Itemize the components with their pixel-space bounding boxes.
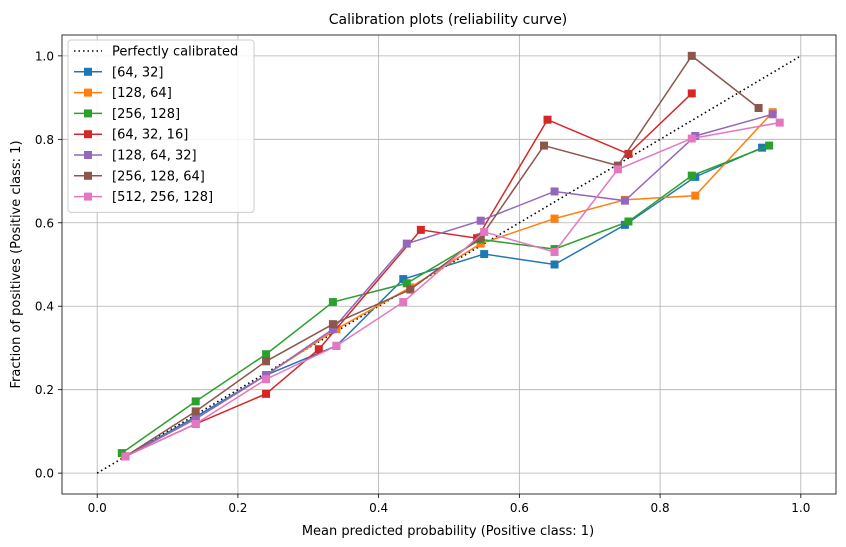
- series-point: [691, 191, 700, 200]
- series-point: [768, 110, 777, 119]
- series-point: [121, 452, 130, 461]
- reference-layer: [96, 55, 802, 474]
- legend-entry: [64, 32]: [74, 65, 164, 80]
- series-point: [550, 260, 559, 269]
- series-point: [550, 187, 559, 196]
- series-point: [550, 247, 559, 256]
- series-point: [402, 279, 411, 288]
- series-point: [262, 375, 271, 384]
- series-point: [687, 89, 696, 98]
- series-point: [191, 397, 200, 406]
- y-tick-label: 0.8: [35, 133, 54, 147]
- legend-label: [512, 256, 128]: [112, 190, 213, 205]
- series-point: [262, 371, 271, 380]
- legend-box: [67, 39, 255, 213]
- series-point: [687, 134, 696, 143]
- series-point: [620, 196, 629, 205]
- series-point: [543, 115, 552, 124]
- legend-marker: [84, 192, 92, 201]
- x-axis-ticks: 0.0 0.2 0.4 0.6 0.8 1.0: [88, 494, 810, 515]
- legend-entry: [512, 256, 128]: [74, 190, 213, 205]
- perfectly-calibrated-line: [96, 55, 802, 474]
- legend-label: [256, 128]: [112, 107, 180, 122]
- legend-label: [128, 64]: [112, 86, 172, 101]
- series-line: [121, 144, 770, 454]
- legend-marker: [84, 151, 92, 159]
- series-point: [476, 239, 485, 248]
- y-tick-label: 0.6: [35, 216, 54, 230]
- legend-entry: [256, 128]: [74, 107, 180, 122]
- chart-title: Calibration plots (reliability curve): [329, 12, 568, 28]
- y-tick-label: 0.2: [35, 383, 54, 397]
- x-tick-label: 0.4: [369, 501, 388, 515]
- series-point: [624, 149, 633, 158]
- series-point: [624, 217, 633, 226]
- legend-entry: [64, 32, 16]: [74, 128, 188, 143]
- legend-marker: [84, 109, 92, 118]
- series-point: [191, 414, 200, 423]
- series-layer: [117, 51, 784, 461]
- series-point: [480, 227, 489, 236]
- x-tick-label: 1.0: [791, 501, 810, 515]
- series-point: [754, 104, 763, 113]
- series-point: [550, 214, 559, 223]
- series-point: [191, 407, 200, 416]
- legend-entry: Perfectly calibrated: [74, 45, 238, 60]
- x-tick-label: 0.6: [510, 501, 529, 515]
- legend-entry: [128, 64, 32]: [74, 149, 197, 164]
- grid: [62, 35, 836, 494]
- series-point: [402, 239, 411, 248]
- series-point: [332, 341, 341, 350]
- plot-frame: [61, 34, 837, 495]
- legend-label: [64, 32, 16]: [112, 128, 188, 143]
- legend-label: [128, 64, 32]: [112, 149, 197, 164]
- series-point: [765, 141, 774, 150]
- legend-label: [64, 32]: [112, 65, 164, 80]
- series-point: [775, 118, 784, 127]
- series-line: [124, 113, 773, 458]
- y-axis-label: Fraction of positives (Positive class: 1…: [9, 140, 24, 388]
- legend-marker: [84, 67, 92, 76]
- series-line: [125, 121, 780, 458]
- series-point: [399, 275, 408, 284]
- legend-entry: [256, 128, 64]: [74, 169, 205, 184]
- series-point: [613, 165, 622, 174]
- series-point: [262, 389, 271, 398]
- x-tick-label: 0.0: [88, 501, 107, 515]
- series-point: [328, 298, 337, 307]
- series-point: [480, 250, 489, 259]
- legend-entry: [128, 64]: [74, 86, 172, 101]
- legend: Perfectly calibrated [64, 32] [128, 64] [25…: [67, 39, 255, 213]
- legend-label: [256, 128, 64]: [112, 169, 205, 184]
- series-point: [314, 345, 323, 354]
- series-point: [476, 233, 485, 242]
- y-tick-label: 0.4: [35, 300, 54, 314]
- series-point: [399, 298, 408, 307]
- legend-marker: [84, 88, 92, 97]
- legend-marker: [84, 130, 92, 139]
- series-point: [539, 141, 548, 150]
- legend-marker: [84, 171, 92, 180]
- series-point: [406, 285, 415, 294]
- series-point: [416, 225, 425, 234]
- series-7: [121, 118, 784, 461]
- x-tick-label: 0.8: [651, 501, 670, 515]
- series-point: [262, 357, 271, 366]
- series-point: [262, 350, 271, 359]
- y-tick-label: 1.0: [35, 49, 54, 63]
- y-tick-label: 0.0: [35, 467, 54, 481]
- series-point: [687, 51, 696, 60]
- series-line: [124, 54, 760, 458]
- series-point: [687, 171, 696, 180]
- series-point: [476, 216, 485, 225]
- x-axis-label: Mean predicted probability (Positive cla…: [302, 524, 594, 539]
- series-point: [328, 320, 337, 329]
- series-point: [191, 419, 200, 428]
- y-axis-ticks: 0.0 0.2 0.4 0.6 0.8 1.0: [35, 49, 62, 481]
- series-point: [328, 325, 337, 334]
- legend-label: Perfectly calibrated: [112, 45, 238, 60]
- x-tick-label: 0.2: [228, 501, 247, 515]
